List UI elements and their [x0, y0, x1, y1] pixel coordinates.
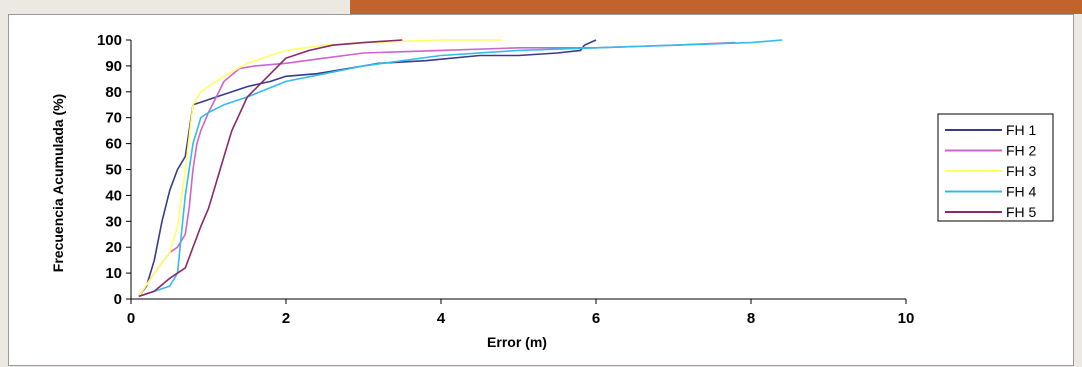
series-line-5: [138, 39, 403, 298]
y-tick-label: 100: [97, 32, 122, 49]
x-tick-label: 0: [127, 310, 135, 327]
legend-box: [937, 113, 1054, 222]
y-tick-label: 50: [105, 162, 122, 179]
legend-label: FH 1: [1006, 122, 1037, 138]
series-line-2: [138, 41, 736, 297]
y-tick-label: 30: [105, 213, 122, 230]
series-line-4: [138, 39, 783, 298]
series-layer: [138, 39, 783, 298]
x-axis-title: Error (m): [487, 334, 547, 350]
top-accent-bar: [350, 0, 1082, 14]
y-tick-label: 0: [114, 291, 122, 308]
y-tick-label: 20: [105, 239, 122, 256]
x-tick-label: 4: [437, 310, 446, 327]
legend: FH 1 FH 2 FH 3 FH 4 FH 5: [937, 113, 1054, 222]
x-tick-label: 6: [592, 310, 600, 327]
series-line-1: [138, 39, 597, 297]
axes: 0 10 20 30 40 50 60 70 80 90 100 0 2 4 6 8 10: [97, 32, 914, 327]
chart-frame: 0 10 20 30 40 50 60 70 80 90 100 0 2 4 6 8 10 Error (m) …: [8, 14, 1074, 366]
x-tick-label: 8: [747, 310, 755, 327]
y-tick-label: 90: [105, 58, 122, 75]
x-tick-label: 10: [898, 310, 915, 327]
legend-label: FH 3: [1006, 163, 1037, 179]
y-axis-title: Frecuencia Acumulada (%): [50, 94, 66, 272]
x-tick-label: 2: [282, 310, 290, 327]
legend-label: FH 4: [1006, 184, 1037, 200]
y-tick-label: 70: [105, 110, 122, 127]
y-tick-label: 80: [105, 84, 122, 101]
y-tick-label: 60: [105, 136, 122, 153]
legend-label: FH 2: [1006, 143, 1037, 159]
y-tick-label: 40: [105, 187, 122, 204]
y-tick-label: 10: [105, 265, 122, 282]
legend-label: FH 5: [1006, 204, 1037, 220]
